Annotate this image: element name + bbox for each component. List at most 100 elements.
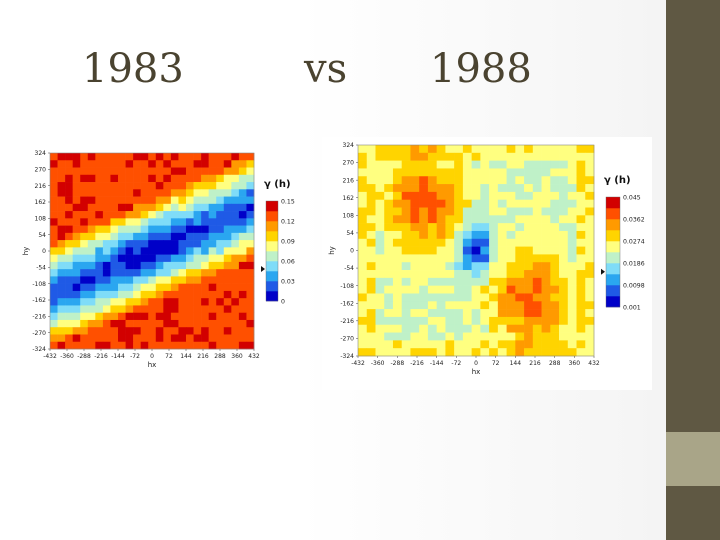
heatmap-cell [567,168,577,177]
y-axis-label: hy [22,247,30,256]
heatmap-cell [532,316,542,326]
heatmap-cell [140,174,149,183]
heatmap-cell [216,261,225,270]
heatmap-cell [140,160,149,168]
heatmap-cell [65,232,73,241]
heatmap-cell [585,270,595,279]
heatmap-cell [95,211,104,219]
x-tick-label: -72 [130,353,140,360]
heatmap-cell [95,334,104,343]
heatmap-cell [567,340,577,349]
heatmap-cell [497,215,507,224]
heatmap-cell [125,269,134,277]
heatmap-cell [384,199,394,208]
heatmap-cell [454,160,464,169]
heatmap-cell [201,319,209,328]
heatmap-cell [133,269,141,277]
heatmap-cell [427,309,437,318]
heatmap-cell [585,168,595,177]
heatmap-cell [445,301,455,310]
heatmap-cell [238,189,247,197]
heatmap-cell [366,332,376,341]
heatmap-cell [102,341,111,350]
heatmap-cell [133,305,141,313]
heatmap-cell [515,238,525,247]
heatmap-cell [489,246,499,255]
heatmap-cell [57,196,66,205]
heatmap-cell [532,309,542,318]
heatmap-cell [231,240,240,248]
x-tick-label: -360 [60,353,74,360]
heatmap-cell [366,191,376,200]
heatmap-cell [471,207,481,216]
heatmap-cell [524,293,534,302]
heatmap-cell [110,240,119,248]
heatmap-cell [471,191,481,200]
heatmap-cell [419,301,429,310]
heatmap-cell [87,327,96,335]
heatmap-cell [497,254,507,263]
heatmap-cell [201,196,209,205]
heatmap-cell [170,232,179,241]
heatmap-cell [216,225,225,234]
heatmap-cell [125,232,134,241]
heatmap-cell [216,334,225,343]
heatmap-cell [489,191,499,200]
heatmap-cell [471,270,481,279]
heatmap-cell [366,145,376,154]
heatmap-cell [550,238,560,247]
heatmap-cell [375,238,385,247]
heatmap-cell [366,176,376,185]
heatmap-cell [576,145,586,154]
heatmap-cell [57,269,66,277]
heatmap-cell [102,298,111,306]
heatmap-cell [384,262,394,271]
heatmap-cell [223,211,232,219]
heatmap-cell [163,196,172,205]
heatmap-cell [532,246,542,255]
heatmap-cell [559,238,569,247]
heatmap-cell [231,160,240,168]
heatmap-cell [246,203,255,212]
heatmap-cell [392,176,402,185]
heatmap-cell [125,189,134,197]
heatmap-cell [148,305,157,313]
heatmap-cell [193,167,202,176]
heatmap-cell [231,232,240,241]
legend-label: 0.0098 [623,283,645,290]
heatmap-cell [50,283,58,292]
heatmap-cell [80,305,89,313]
heatmap-cell [193,174,202,183]
heatmap-cell [163,283,172,292]
heatmap-cell [419,285,429,294]
heatmap-cell [178,290,187,299]
heatmap-cell [65,240,73,248]
heatmap-cell [208,196,217,205]
heatmap-cell [140,261,149,270]
heatmap-cell [515,199,525,208]
y-tick-label: 216 [343,177,355,184]
heatmap-cell [384,340,394,349]
heatmap-cell [231,283,240,292]
heatmap-cell [65,196,73,205]
heatmap-cell [532,301,542,310]
heatmap-cell [480,254,490,263]
x-tick-label: 432 [248,353,260,360]
heatmap-cell [186,334,194,343]
heatmap-cell [216,232,225,241]
heatmap-cell [170,247,179,255]
heatmap-cell [125,153,134,161]
heatmap-cell [550,301,560,310]
heatmap-cell [102,319,111,328]
heatmap-cell [118,319,126,328]
heatmap-cell [401,246,411,255]
heatmap-cell [163,261,172,270]
heatmap-cell [471,199,481,208]
heatmap-cell [445,270,455,279]
heatmap-cell [186,290,194,299]
heatmap-cell [87,232,96,241]
heatmap-cell [576,301,586,310]
heatmap-cell [231,174,240,183]
heatmap-cell [471,301,481,310]
heatmap-cell [506,199,516,208]
